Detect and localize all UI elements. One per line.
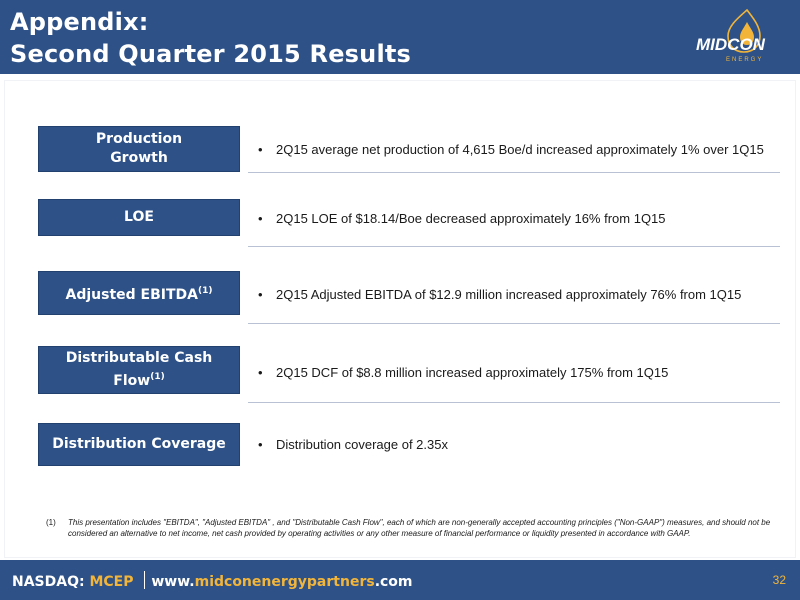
bullet-icon: • bbox=[258, 364, 263, 380]
bullet-icon: • bbox=[258, 286, 263, 302]
footer-band: NASDAQ: MCEP www.midconenergypartners.co… bbox=[0, 560, 800, 600]
adjusted-ebitda-label: Adjusted EBITDA bbox=[65, 286, 199, 303]
midcon-logo: MIDCON ENERGY bbox=[696, 8, 766, 63]
row-production-growth: • 2Q15 average net production of 4,615 B… bbox=[258, 138, 778, 160]
website-link[interactable]: www.midconenergypartners.com bbox=[151, 574, 412, 590]
url-prefix: www. bbox=[151, 574, 195, 590]
footnote-ref: (1) bbox=[198, 285, 213, 296]
header-band: Appendix: Second Quarter 2015 Results MI… bbox=[0, 0, 800, 74]
logo-wordmark: MIDCON bbox=[696, 35, 766, 54]
footnote: (1) This presentation includes "EBITDA",… bbox=[46, 517, 781, 539]
footer-divider bbox=[144, 571, 146, 589]
row-distribution-coverage: • Distribution coverage of 2.35x bbox=[258, 433, 778, 455]
row-divider bbox=[248, 402, 780, 403]
exchange-label: NASDAQ: bbox=[12, 574, 85, 590]
distribution-coverage-text: Distribution coverage of 2.35x bbox=[276, 436, 448, 452]
label-distribution-coverage: Distribution Coverage bbox=[38, 423, 240, 466]
page-number: 32 bbox=[772, 573, 786, 587]
row-divider bbox=[248, 172, 780, 173]
label-loe-text: LOE bbox=[124, 209, 154, 225]
label-distribution-coverage-text: Distribution Coverage bbox=[52, 436, 226, 452]
dcf-text: 2Q15 DCF of $8.8 million increased appro… bbox=[276, 364, 669, 380]
footer-ticker-url: NASDAQ: MCEP www.midconenergypartners.co… bbox=[12, 571, 413, 590]
title-line-1: Appendix: bbox=[10, 8, 149, 36]
footnote-ref: (1) bbox=[150, 372, 165, 382]
label-distributable-cash-flow: Distributable Cash Flow(1) bbox=[38, 346, 240, 394]
loe-text: 2Q15 LOE of $18.14/Boe decreased approxi… bbox=[276, 210, 666, 226]
row-adjusted-ebitda: • 2Q15 Adjusted EBITDA of $12.9 million … bbox=[258, 283, 778, 305]
label-dcf-text: Distributable Cash Flow(1) bbox=[66, 349, 213, 391]
dcf-label-line-1: Distributable Cash bbox=[65, 350, 213, 366]
production-growth-text: 2Q15 average net production of 4,615 Boe… bbox=[276, 141, 764, 157]
label-adjusted-ebitda-text: Adjusted EBITDA(1) bbox=[66, 282, 213, 305]
row-divider bbox=[248, 323, 780, 324]
url-domain: midconenergypartners bbox=[194, 574, 375, 590]
label-loe: LOE bbox=[38, 199, 240, 236]
label-production-growth: Production Growth bbox=[38, 126, 240, 172]
ticker-symbol: MCEP bbox=[89, 574, 134, 590]
bullet-icon: • bbox=[258, 210, 263, 226]
label-adjusted-ebitda: Adjusted EBITDA(1) bbox=[38, 271, 240, 315]
footnote-text: This presentation includes "EBITDA", "Ad… bbox=[68, 518, 771, 538]
title-line-2: Second Quarter 2015 Results bbox=[10, 40, 412, 68]
label-production-growth-text: Production Growth bbox=[95, 131, 183, 166]
adjusted-ebitda-text: 2Q15 Adjusted EBITDA of $12.9 million in… bbox=[276, 286, 742, 302]
bullet-icon: • bbox=[258, 141, 263, 157]
logo-subtext: ENERGY bbox=[726, 57, 763, 63]
footnote-number: (1) bbox=[46, 518, 56, 527]
bullet-icon: • bbox=[258, 436, 263, 452]
row-divider bbox=[248, 246, 780, 247]
dcf-label-line-2: Flow bbox=[113, 373, 151, 389]
page-title: Appendix: Second Quarter 2015 Results bbox=[10, 6, 411, 70]
url-suffix: .com bbox=[374, 574, 413, 590]
row-distributable-cash-flow: • 2Q15 DCF of $8.8 million increased app… bbox=[258, 361, 778, 383]
row-loe: • 2Q15 LOE of $18.14/Boe decreased appro… bbox=[258, 207, 778, 229]
